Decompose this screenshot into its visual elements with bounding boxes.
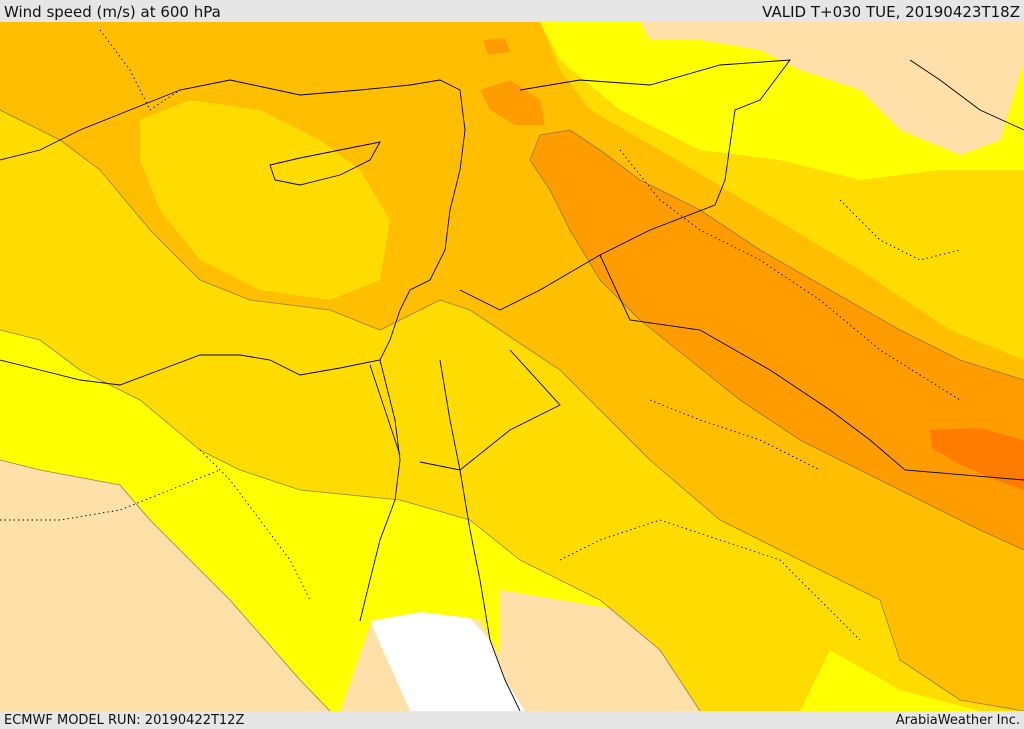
band-10-15-pocket-west [0,110,200,350]
coastline-red-sea-west [359,359,401,622]
map-title: Wind speed (m/s) at 600 hPa [4,3,221,21]
band-0-5-southeast [500,590,720,711]
model-run: ECMWF MODEL RUN: 20190422T12Z [4,713,245,728]
band-10-15-pocket-north [140,100,390,300]
coastline-gulf [909,59,1024,131]
coastline-red-sea-east [439,359,521,711]
band-20-25 [530,130,1024,550]
valid-time: VALID T+030 TUE, 20190423T18Z [762,3,1020,21]
credit: ArabiaWeather Inc. [895,713,1020,728]
border-jordan-saudi [419,349,561,471]
coastline-mediterranean [0,79,466,386]
band-0-5-north [640,22,1024,155]
header-bar: Wind speed (m/s) at 600 hPa VALID T+030 … [0,0,1024,22]
border-saudi-iraq [599,254,1024,481]
band-25-30 [930,428,1024,490]
band-0-5-west [0,460,330,711]
border-syria-iraq [459,59,791,311]
footer-bar: ECMWF MODEL RUN: 20190422T12Z ArabiaWeat… [0,711,1024,729]
wind-speed-map [0,22,1024,711]
band-20-25-tiny [483,38,510,55]
coastline-cyprus [269,141,381,186]
missing-data-area [370,612,525,711]
band-20-25-north [480,80,545,125]
border-egypt-israel [369,364,401,456]
